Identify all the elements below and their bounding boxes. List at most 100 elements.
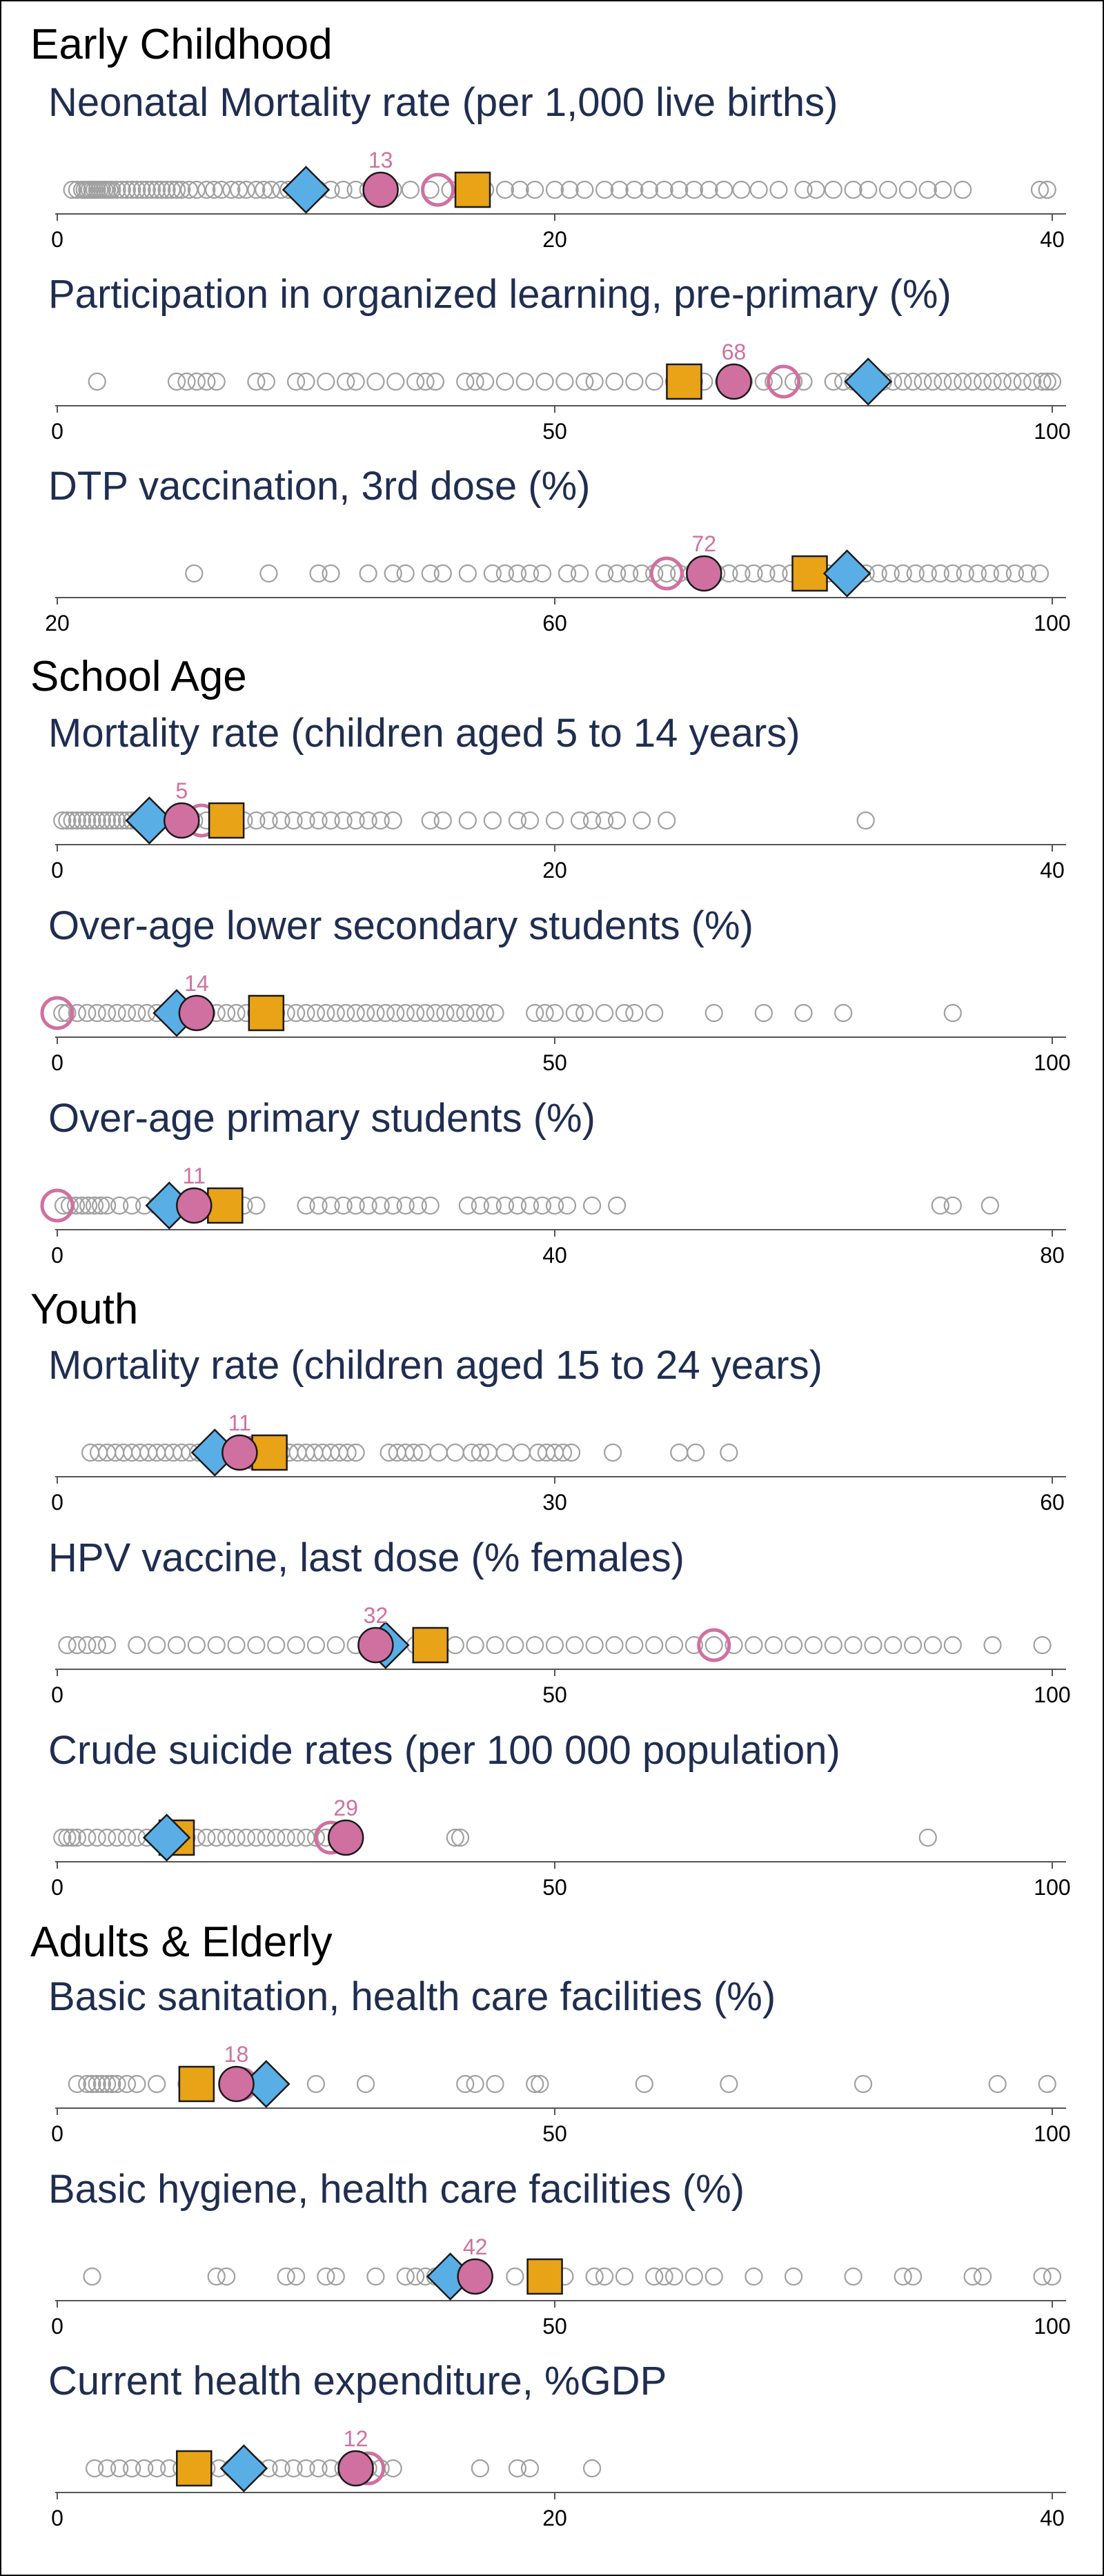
country-point bbox=[317, 2267, 335, 2286]
country-point bbox=[881, 564, 900, 583]
country-point bbox=[844, 180, 862, 199]
x-tick-label: 0 bbox=[51, 1490, 63, 1515]
country-point bbox=[212, 180, 231, 199]
country-point bbox=[769, 564, 788, 583]
country-point bbox=[732, 180, 751, 199]
country-point bbox=[1030, 180, 1049, 199]
country-point bbox=[338, 1443, 357, 1462]
country-point bbox=[1030, 564, 1049, 583]
comparison-ring bbox=[40, 1188, 75, 1223]
country-point bbox=[128, 180, 146, 199]
highlight-value-label: 12 bbox=[344, 2426, 368, 2451]
country-point bbox=[167, 372, 186, 391]
highlight-value-label: 29 bbox=[333, 1796, 358, 1820]
country-point bbox=[322, 811, 340, 830]
x-tick-label: 60 bbox=[1040, 1490, 1065, 1515]
country-point bbox=[148, 2459, 166, 2478]
country-point bbox=[309, 2459, 328, 2478]
country-point bbox=[471, 1443, 489, 1462]
country-point bbox=[804, 1635, 823, 1655]
country-point bbox=[207, 372, 226, 391]
country-point bbox=[640, 180, 659, 199]
country-point bbox=[704, 1635, 723, 1655]
country-point bbox=[230, 180, 248, 199]
country-point bbox=[575, 1003, 594, 1023]
panel-title: Mortality rate (children aged 15 to 24 y… bbox=[48, 1343, 822, 1388]
country-point bbox=[582, 2459, 602, 2478]
country-point bbox=[262, 180, 281, 199]
panel-8: HPV vaccine, last dose (% females) 0 50 100… bbox=[48, 1535, 1071, 1707]
country-point bbox=[466, 1003, 484, 1023]
country-point bbox=[963, 372, 982, 391]
x-tick-label: 40 bbox=[1040, 227, 1065, 252]
country-point bbox=[286, 372, 306, 391]
x-tick-label: 50 bbox=[542, 2121, 567, 2146]
country-point bbox=[207, 1828, 226, 1847]
highlight-value-label: 72 bbox=[692, 531, 717, 556]
country-point bbox=[68, 180, 86, 199]
country-point bbox=[117, 2074, 137, 2094]
country-point bbox=[458, 1196, 477, 1215]
country-point bbox=[162, 180, 181, 199]
country-point bbox=[103, 811, 121, 830]
country-point bbox=[526, 180, 544, 199]
section-title-school-age: School Age bbox=[30, 653, 247, 700]
country-point bbox=[128, 1635, 146, 1655]
country-point bbox=[585, 372, 604, 391]
country-point bbox=[471, 1196, 489, 1215]
panel-7: Mortality rate (children aged 15 to 24 y… bbox=[48, 1343, 1066, 1515]
country-point bbox=[1023, 372, 1042, 391]
country-point bbox=[754, 372, 773, 391]
country-point bbox=[483, 564, 502, 583]
country-point bbox=[615, 2267, 634, 2286]
country-point bbox=[58, 811, 77, 830]
country-point bbox=[515, 372, 534, 391]
country-point bbox=[486, 1635, 504, 1655]
country-point bbox=[724, 1635, 743, 1655]
highlight-value-label: 11 bbox=[183, 1163, 206, 1188]
highlight-value-label: 11 bbox=[228, 1410, 251, 1435]
country-point bbox=[108, 2074, 126, 2094]
country-point bbox=[78, 1635, 97, 1655]
country-point bbox=[456, 372, 475, 391]
country-point bbox=[132, 180, 151, 199]
country-point bbox=[506, 1635, 524, 1655]
country-point bbox=[227, 1635, 246, 1655]
country-point bbox=[306, 1003, 326, 1023]
country-point bbox=[956, 564, 974, 583]
panel-6: Over-age primary students (%) 0 40 80 11 bbox=[40, 1096, 1066, 1268]
country-point bbox=[259, 564, 278, 583]
country-point bbox=[346, 1003, 365, 1023]
country-point bbox=[207, 1635, 226, 1655]
country-point bbox=[58, 1635, 77, 1655]
country-point bbox=[914, 372, 932, 391]
panel-title: Over-age primary students (%) bbox=[48, 1096, 595, 1141]
country-point bbox=[784, 1635, 803, 1655]
x-tick-label: 0 bbox=[51, 1050, 63, 1075]
country-point bbox=[575, 372, 594, 391]
country-point bbox=[297, 811, 315, 830]
country-point bbox=[421, 811, 440, 830]
country-point bbox=[615, 1003, 634, 1023]
country-point bbox=[745, 2267, 763, 2286]
country-point bbox=[108, 1828, 126, 1847]
country-point bbox=[259, 811, 278, 830]
country-point bbox=[103, 2074, 121, 2094]
country-point bbox=[824, 372, 842, 391]
country-point bbox=[91, 1196, 110, 1215]
section-title-early-childhood: Early Childhood bbox=[30, 21, 333, 68]
country-point bbox=[247, 372, 266, 391]
country-point bbox=[227, 1003, 246, 1023]
x-tick-label: 50 bbox=[542, 419, 567, 444]
country-point bbox=[483, 811, 502, 830]
section-title-youth: Youth bbox=[30, 1286, 138, 1333]
country-point bbox=[595, 180, 614, 199]
country-point bbox=[620, 564, 639, 583]
country-point bbox=[63, 180, 81, 199]
country-point bbox=[684, 180, 703, 199]
panel-10: Basic sanitation, health care facilities… bbox=[48, 1974, 1071, 2146]
x-tick-label: 20 bbox=[542, 227, 567, 252]
square-marker bbox=[207, 1187, 244, 1224]
highlight-point bbox=[221, 1434, 258, 1471]
panel-2: Participation in organized learning, pre… bbox=[48, 272, 1071, 444]
